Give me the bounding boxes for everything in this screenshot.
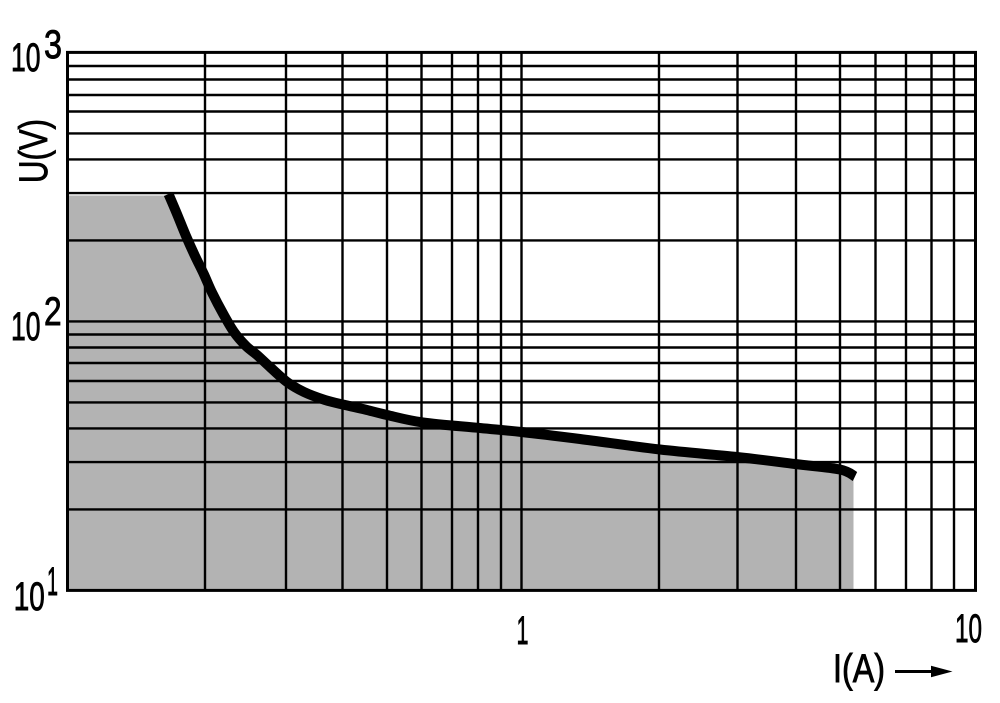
svg-text:10: 10	[14, 575, 45, 619]
svg-text:2: 2	[44, 290, 62, 334]
svg-text:1: 1	[517, 609, 529, 653]
svg-text:1: 1	[47, 560, 58, 604]
svg-text:10: 10	[11, 305, 41, 349]
svg-text:U(V): U(V)	[12, 119, 56, 183]
svg-text:10: 10	[11, 36, 41, 80]
svg-text:I(A): I(A)	[833, 647, 885, 691]
svg-text:10: 10	[955, 607, 982, 651]
svg-text:3: 3	[44, 23, 62, 67]
